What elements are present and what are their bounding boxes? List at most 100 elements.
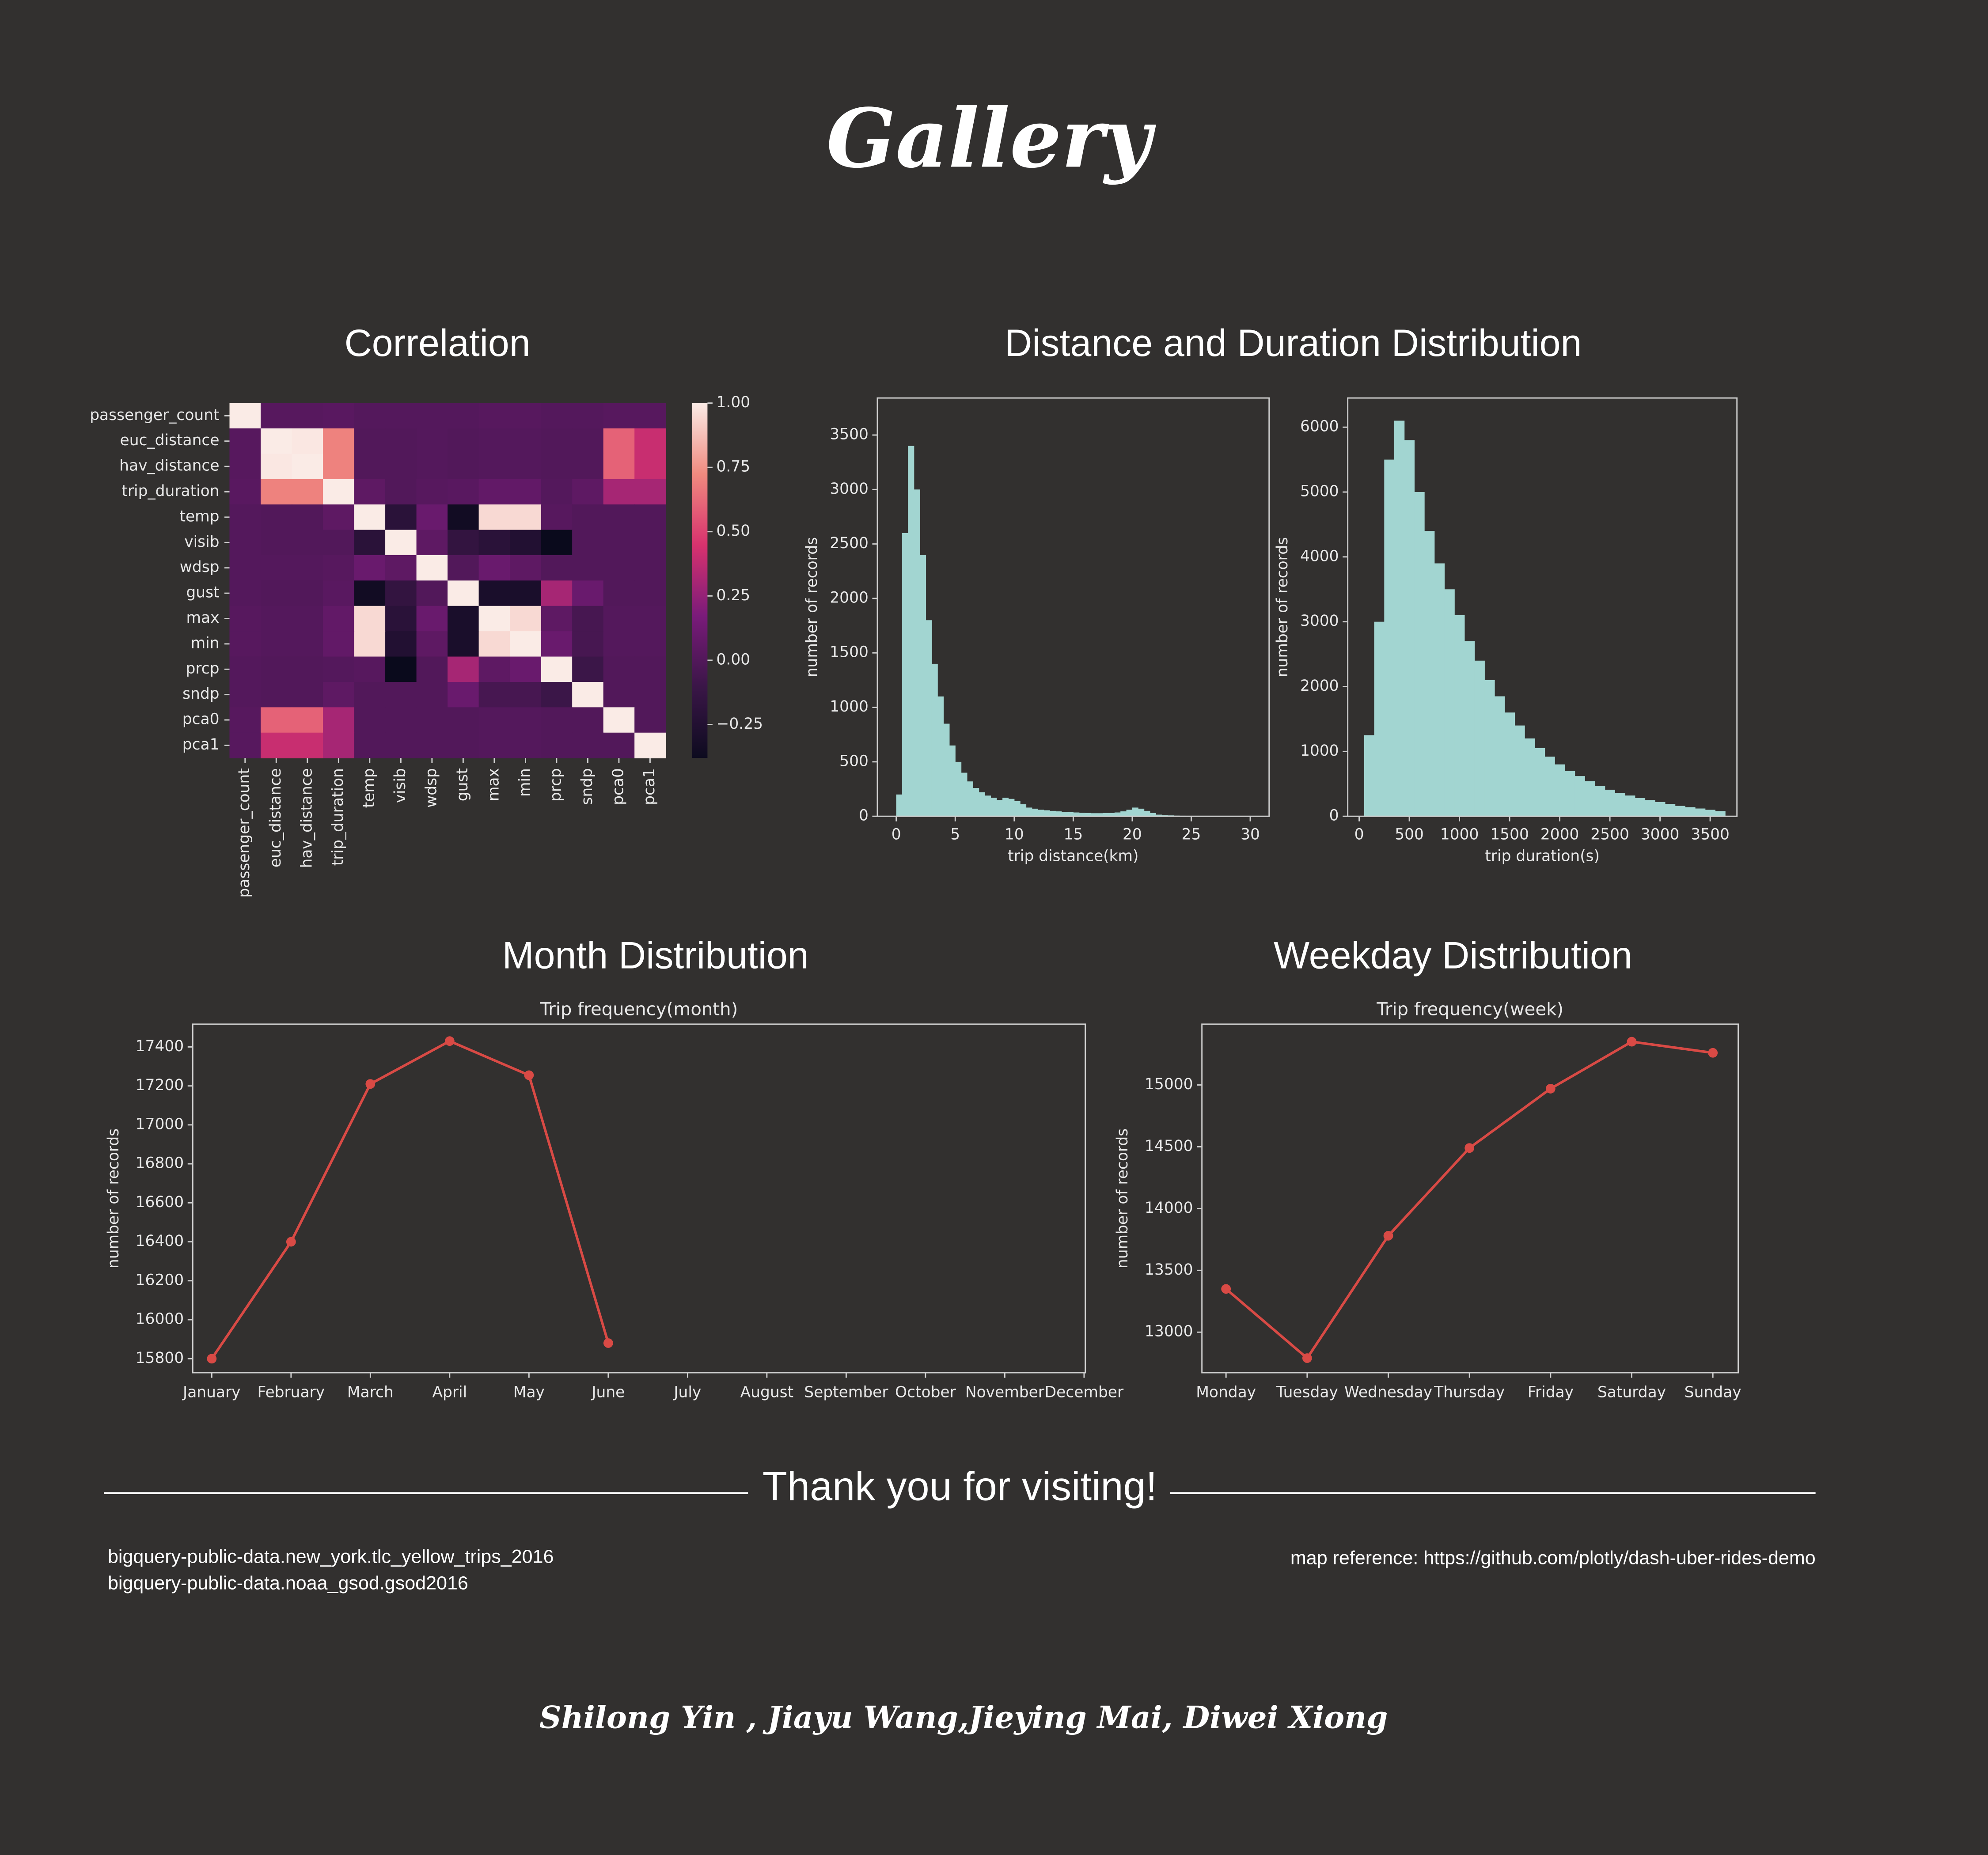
heatmap-cell (416, 428, 448, 454)
histogram-bar (1495, 696, 1505, 817)
heatmap-cell (634, 428, 666, 454)
heatmap-cell (448, 631, 479, 657)
histogram-bar (1032, 808, 1038, 817)
x-tick-label: January (182, 1383, 241, 1401)
heatmap-cell (603, 454, 635, 480)
x-tick-label: September (804, 1383, 888, 1401)
y-tick-label: 17200 (136, 1076, 184, 1094)
x-axis-label: trip duration(s) (1485, 848, 1600, 865)
heatmap-cell (354, 631, 386, 657)
histogram-bar (1394, 420, 1405, 817)
heatmap-cell (634, 403, 666, 429)
heatmap-cell (634, 530, 666, 556)
heatmap-cell (323, 454, 355, 480)
heatmap-cell (510, 606, 542, 632)
x-tick-label: February (258, 1383, 325, 1401)
heatmap-cell (323, 428, 355, 454)
heatmap-cell (292, 454, 323, 480)
colorbar (692, 403, 708, 758)
x-tick-label: Sunday (1684, 1383, 1741, 1401)
y-tick-label: 1000 (1300, 742, 1339, 760)
histogram-bar (973, 788, 979, 817)
heatmap-cell (385, 428, 417, 454)
data-point (1545, 1084, 1555, 1094)
histogram-bar (1474, 660, 1485, 817)
heatmap-cell (292, 580, 323, 606)
plot-frame (1347, 397, 1738, 817)
x-tick-label: visib (391, 768, 409, 803)
histogram-bar (937, 696, 944, 817)
heatmap-cell (385, 707, 417, 733)
histogram-bar (1014, 801, 1021, 817)
heatmap-cell (323, 403, 355, 429)
heatmap-cell (448, 656, 479, 682)
y-tick-label: 2000 (1300, 677, 1339, 695)
heatmap-cell (541, 530, 573, 556)
heatmap-cell (541, 479, 573, 505)
heatmap-cell (448, 707, 479, 733)
heatmap-cell (572, 504, 604, 530)
histogram-bar (1675, 806, 1685, 817)
x-tick-label: 3500 (1691, 826, 1730, 844)
heatmap-cell (510, 555, 542, 581)
histogram-bar (1103, 813, 1109, 817)
y-tick-label: 6000 (1300, 418, 1339, 435)
heatmap-cell (354, 707, 386, 733)
heatmap-cell (229, 681, 261, 708)
heatmap-cell (510, 631, 542, 657)
heatmap-cell (416, 530, 448, 556)
histogram-bar (1464, 641, 1475, 817)
heatmap-cell (323, 732, 355, 759)
heatmap-cell (572, 631, 604, 657)
histogram-bar (1085, 813, 1092, 817)
x-tick-label: July (673, 1383, 701, 1401)
heatmap-cell (448, 530, 479, 556)
x-tick-label: 1500 (1490, 826, 1529, 844)
histogram-bar (1635, 798, 1646, 817)
heatmap-cell (229, 732, 261, 759)
histogram-bar (1156, 814, 1162, 817)
data-point (207, 1354, 217, 1364)
y-tick-label: pca1 (182, 736, 220, 753)
y-tick-label: 3000 (1300, 612, 1339, 630)
heatmap-cell (385, 631, 417, 657)
heatmap-cell (385, 656, 417, 682)
histogram-bar (1096, 813, 1103, 817)
heatmap-cell (261, 580, 292, 606)
heatmap-cell (354, 555, 386, 581)
histogram-bar (967, 781, 973, 817)
heatmap-cell (385, 555, 417, 581)
heatmap-cell (603, 681, 635, 708)
heatmap-cell (261, 732, 292, 759)
heatmap-cell (416, 707, 448, 733)
heatmap-cell (292, 530, 323, 556)
y-tick-label: hav_distance (119, 457, 219, 475)
x-tick-label: max (485, 768, 502, 801)
histogram-bar (1150, 813, 1156, 817)
heatmap-cell (572, 454, 604, 480)
x-tick-label: May (513, 1383, 545, 1401)
heatmap-cell (478, 504, 510, 530)
heatmap-cell (541, 504, 573, 530)
heatmap-cell (354, 530, 386, 556)
y-tick-label: gust (186, 584, 219, 602)
histogram-bar (902, 533, 908, 817)
histogram-bar (1038, 810, 1044, 817)
heatmap-cell (634, 681, 666, 708)
heatmap-cell (510, 454, 542, 480)
heatmap-cell (292, 707, 323, 733)
x-tick-label: min (516, 768, 534, 797)
y-axis-label: number of records (1274, 537, 1291, 677)
heatmap-cell (603, 606, 635, 632)
heatmap-cell (292, 428, 323, 454)
y-tick-label: 1500 (830, 644, 869, 661)
data-point (603, 1338, 613, 1348)
x-tick-label: pca1 (641, 768, 658, 805)
x-tick-label: hav_distance (298, 768, 315, 868)
heatmap-cell (478, 428, 510, 454)
x-tick-label: gust (454, 768, 471, 801)
heatmap-cell (229, 454, 261, 480)
heatmap-cell (385, 681, 417, 708)
heatmap-cell (354, 656, 386, 682)
heatmap-cell (478, 530, 510, 556)
